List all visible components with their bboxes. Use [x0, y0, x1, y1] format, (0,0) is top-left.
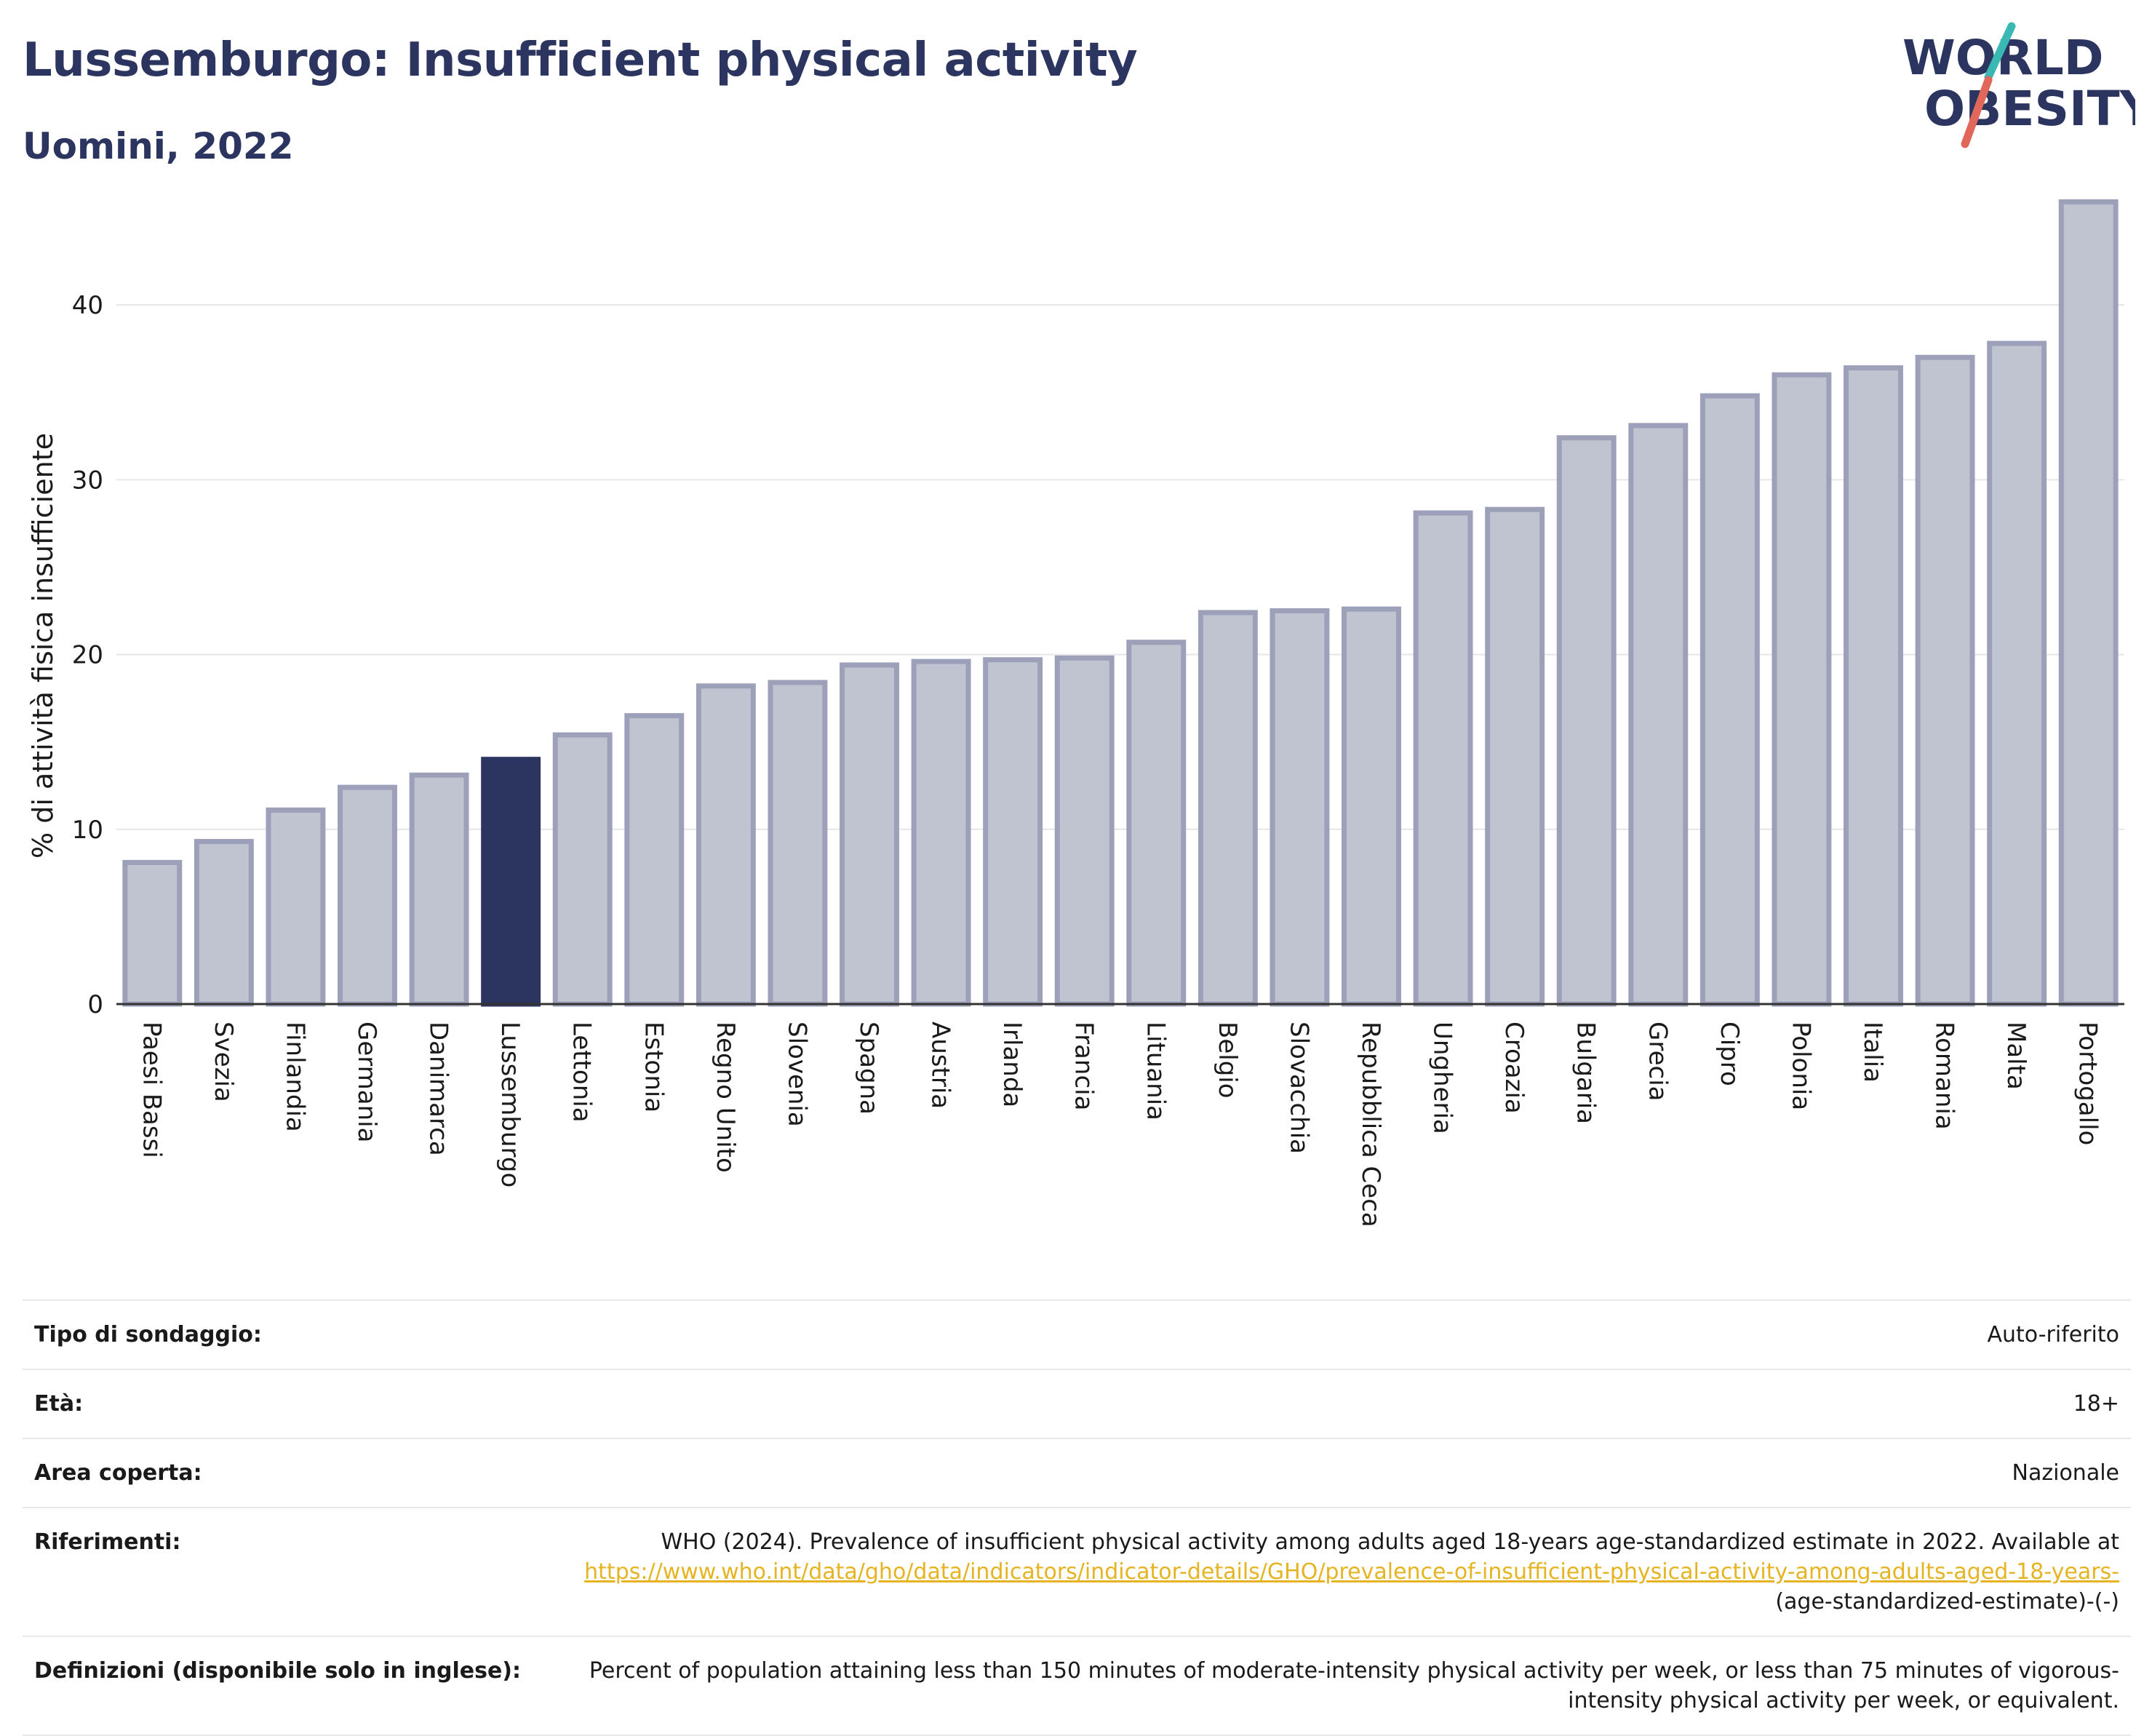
reference-text: WHO (2024). Prevalence of insufficient p… [661, 1529, 2119, 1555]
bar-estonia [624, 713, 685, 1007]
info-value-survey-type: Auto-riferito [555, 1299, 2131, 1370]
bar-repubblica-ceca [1342, 606, 1401, 1007]
x-tick-label: Belgio [1213, 1022, 1242, 1099]
bar-finlandia [266, 807, 326, 1007]
x-tick-label: Spagna [854, 1022, 883, 1115]
x-tick-label: Cipro [1715, 1022, 1744, 1086]
x-tick-label: Francia [1069, 1022, 1099, 1110]
info-value-definitions: Percent of population attaining less tha… [555, 1636, 2131, 1736]
x-tick-label: Slovacchia [1284, 1022, 1313, 1154]
reference-link[interactable]: https://www.who.int/data/gho/data/indica… [584, 1559, 2119, 1585]
x-tick-label: Estonia [639, 1022, 668, 1112]
bar-slovacchia [1270, 608, 1330, 1007]
bar-svezia [194, 839, 254, 1007]
bars [122, 199, 2119, 1007]
y-tick-label: 20 [72, 641, 103, 670]
y-tick-label: 30 [72, 466, 103, 495]
x-tick-label: Irlanda [997, 1022, 1027, 1107]
reference-suffix: (age-standardized-estimate)-(-) [1775, 1589, 2119, 1614]
info-row-references: Riferimenti: WHO (2024). Prevalence of i… [23, 1507, 2131, 1637]
x-tick-label: Croazia [1499, 1022, 1529, 1114]
bar-ungheria [1413, 510, 1473, 1007]
x-tick-label: Ungheria [1428, 1022, 1457, 1134]
info-row-age: Età: 18+ [23, 1369, 2131, 1439]
bar-lussemburgo [481, 757, 541, 1007]
x-tick-label: Slovenia [782, 1022, 811, 1127]
info-key-references: Riferimenti: [23, 1507, 555, 1637]
bar-romania [1915, 354, 1975, 1007]
bar-grecia [1628, 423, 1689, 1007]
info-value-age: 18+ [555, 1369, 2131, 1439]
x-tick-label: Lettonia [567, 1022, 597, 1123]
x-tick-label: Danimarca [424, 1022, 453, 1156]
info-value-area: Nazionale [555, 1438, 2131, 1508]
info-table: Tipo di sondaggio: Auto-riferito Età: 18… [23, 1299, 2131, 1736]
info-key-age: Età: [23, 1369, 555, 1439]
bar-italia [1844, 365, 1903, 1007]
bar-lituania [1126, 640, 1187, 1007]
y-axis-label: % di attività fisica insufficiente [27, 433, 59, 859]
bar-cipro [1699, 393, 1760, 1007]
info-value-references: WHO (2024). Prevalence of insufficient p… [555, 1507, 2131, 1637]
bar-spagna [840, 662, 899, 1007]
bar-belgio [1197, 610, 1258, 1007]
x-tick-label: Germania [352, 1022, 381, 1142]
logo-text-obesity: OBESITY [1924, 81, 2135, 137]
x-tick-label: Grecia [1643, 1022, 1672, 1101]
x-tick-label: Malta [2001, 1022, 2031, 1090]
info-key-definitions: Definizioni (disponibile solo in inglese… [23, 1636, 555, 1736]
y-tick-label: 40 [72, 291, 103, 320]
x-tick-label: Paesi Bassi [137, 1022, 166, 1158]
logo-slash-top [1984, 22, 2016, 81]
info-row-area: Area coperta: Nazionale [23, 1438, 2131, 1508]
bar-croazia [1485, 506, 1545, 1007]
bar-germania [338, 784, 397, 1007]
chart-title: Lussemburgo: Insufficient physical activ… [23, 33, 1138, 87]
logo-slash-bottom [1961, 76, 1993, 148]
bar-austria [911, 658, 971, 1007]
x-tick-label: Austria [926, 1022, 955, 1109]
x-tick-label: Lussemburgo [495, 1022, 525, 1187]
bar-paesi-bassi [122, 859, 183, 1007]
bar-regno-unito [696, 683, 756, 1007]
x-tick-label: Repubblica Ceca [1356, 1022, 1385, 1227]
info-row-survey-type: Tipo di sondaggio: Auto-riferito [23, 1299, 2131, 1370]
bar-malta [1987, 341, 2047, 1007]
y-tick-label: 0 [87, 990, 103, 1019]
x-tick-label: Regno Unito [711, 1022, 740, 1173]
info-row-definitions: Definizioni (disponibile solo in inglese… [23, 1636, 2131, 1736]
y-tick-label: 10 [72, 816, 103, 845]
bar-irlanda [983, 657, 1043, 1007]
bar-lettonia [552, 732, 613, 1007]
x-tick-label: Finlandia [280, 1022, 309, 1132]
x-tick-labels: Paesi Bassi Svezia Finlandia Germania Danima… [137, 1022, 2102, 1227]
bar-polonia [1772, 372, 1832, 1007]
x-tick-label: Svezia [209, 1022, 238, 1102]
chart-subtitle: Uomini, 2022 [23, 125, 294, 167]
info-key-survey-type: Tipo di sondaggio: [23, 1299, 555, 1370]
bar-francia [1054, 655, 1115, 1007]
y-tick-labels: 0 10 20 30 40 [72, 291, 103, 1019]
x-tick-label: Bulgaria [1571, 1022, 1601, 1124]
x-tick-label: Polonia [1786, 1022, 1815, 1110]
bar-bulgaria [1556, 435, 1617, 1007]
bar-danimarca [409, 772, 469, 1007]
world-obesity-logo: WORLD OBESITY [1902, 22, 2135, 148]
bar-chart: 0 10 20 30 40 Paesi Bassi Svezia Finlandia Germ… [27, 199, 2124, 1227]
x-tick-label: Romania [1930, 1022, 1959, 1130]
bar-portogallo [2058, 199, 2119, 1007]
x-tick-label: Italia [1858, 1022, 1887, 1083]
x-tick-label: Lituania [1141, 1022, 1170, 1120]
bar-slovenia [768, 680, 828, 1007]
info-key-area: Area coperta: [23, 1438, 555, 1508]
x-tick-label: Portogallo [2073, 1022, 2103, 1145]
